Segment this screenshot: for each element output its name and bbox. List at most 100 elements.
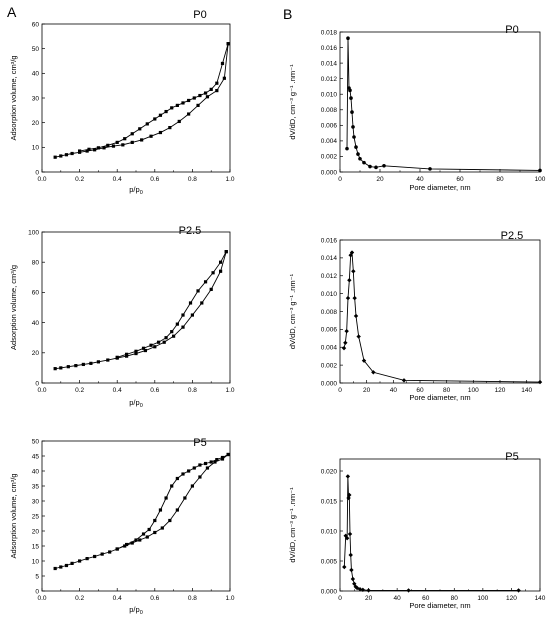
plot-frame (339, 239, 541, 384)
chart-title: P5 (505, 451, 518, 463)
data-point (183, 496, 187, 500)
data-point (59, 154, 63, 158)
data-point (220, 61, 225, 66)
y-tick-label: 60 (32, 21, 40, 28)
data-point (190, 484, 194, 488)
y-tick-label: 0.004 (321, 345, 338, 352)
data-point (115, 355, 119, 359)
series-line (55, 43, 229, 158)
data-point (59, 565, 63, 569)
data-point (209, 87, 213, 91)
x-tick-label: 100 (468, 387, 479, 394)
x-tick-label: 80 (443, 387, 451, 394)
data-point (196, 103, 200, 107)
series-line (117, 251, 227, 358)
data-point (350, 110, 354, 114)
plot-frame (41, 231, 231, 384)
data-point (198, 475, 202, 479)
data-point (406, 588, 411, 593)
data-point (538, 168, 542, 173)
data-point (134, 349, 138, 353)
data-point (353, 313, 359, 319)
data-point (168, 126, 172, 130)
data-point (100, 552, 104, 556)
data-point (138, 127, 142, 131)
data-point (175, 508, 179, 512)
data-point (164, 109, 168, 114)
data-point (343, 340, 348, 345)
data-point (141, 532, 146, 536)
x-tick-label: 20 (363, 387, 371, 394)
data-point (347, 492, 352, 498)
y-tick-label: 50 (32, 438, 40, 445)
data-point (366, 588, 371, 593)
x-tick-label: 80 (496, 176, 504, 183)
y-axis-label: Adsorption volume, cm³/g (9, 265, 18, 350)
x-axis-label-text: p/p (129, 398, 139, 407)
data-point (342, 564, 347, 570)
x-axis-label: Pore diameter, nm (409, 393, 470, 402)
x-tick-label: 0.0 (37, 176, 46, 183)
y-tick-label: 45 (32, 453, 40, 460)
data-point (175, 103, 179, 107)
y-tick-label: 0.014 (321, 255, 338, 262)
chart-b-p5: 0 20 40 60 80 100 120 140 0.000 0.005 0.010 0.015 0.… (288, 451, 546, 610)
series-line (117, 454, 229, 550)
chart-title: P0 (505, 24, 518, 36)
data-point (156, 340, 161, 344)
data-point (352, 135, 356, 139)
data-point (168, 518, 172, 523)
y-tick-label: 0.002 (321, 362, 338, 369)
data-point (361, 358, 367, 363)
data-point (93, 554, 97, 559)
data-point (200, 301, 204, 305)
data-point (172, 334, 176, 338)
data-point (96, 360, 100, 364)
x-tick-label: 140 (521, 387, 532, 394)
x-tick-label: 60 (416, 387, 424, 394)
series-line (55, 251, 227, 370)
data-point (134, 538, 138, 542)
data-point (158, 508, 163, 512)
data-point (205, 466, 210, 470)
x-tick-label: 0.2 (75, 595, 84, 602)
y-tick-label: 0 (35, 169, 39, 176)
data-point (153, 117, 157, 121)
x-axis-label-subscript: 0 (140, 610, 143, 616)
data-point (187, 112, 191, 116)
y-tick-label: 30 (32, 498, 40, 505)
x-tick-label: 0.4 (113, 595, 122, 602)
x-axis-label-text: p/p (129, 605, 139, 614)
data-point (343, 533, 348, 538)
x-axis-label-subscript: 0 (140, 190, 143, 196)
data-point (181, 325, 185, 329)
x-tick-label: 0.6 (150, 387, 159, 394)
x-axis-label-subscript: 0 (140, 403, 143, 409)
chart-a-p0: 0.0 0.2 0.4 0.6 0.8 1.00102030405060P0p/p0Ads… (9, 9, 235, 196)
plot-frame (339, 31, 541, 173)
data-point (125, 542, 129, 547)
y-tick-label: 0.006 (321, 327, 338, 334)
data-point (215, 89, 219, 93)
y-tick-label: 50 (32, 46, 40, 53)
series-line (343, 476, 519, 591)
y-tick-label: 0.000 (321, 380, 338, 387)
data-point (130, 140, 134, 144)
data-point (177, 119, 181, 124)
data-point (66, 365, 70, 369)
x-axis-label: Pore diameter, nm (409, 601, 470, 610)
data-point (74, 364, 78, 368)
x-tick-label: 1.0 (225, 387, 234, 394)
x-tick-label: 60 (456, 176, 464, 183)
data-point (211, 271, 215, 275)
x-tick-label: 20 (376, 176, 384, 183)
x-tick-label: 140 (535, 595, 546, 602)
data-point (108, 550, 112, 554)
data-point (353, 584, 358, 589)
data-point (64, 153, 69, 157)
data-point (89, 361, 93, 365)
plot-frame (41, 440, 231, 592)
data-point (516, 588, 521, 593)
chart-b-p0: 0 20 40 60 80 100 0.000 0.002 0.004 0.006 0.008 0.0… (288, 24, 546, 192)
data-point (160, 526, 164, 530)
